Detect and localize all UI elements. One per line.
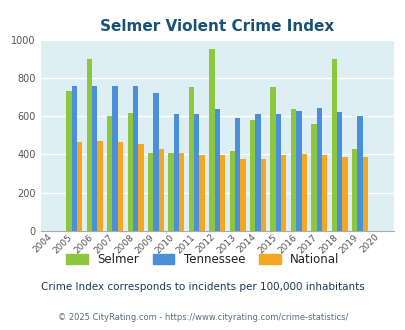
Bar (260, 159, 265, 231)
Bar (296, 111, 301, 231)
Bar (209, 49, 214, 231)
Bar (132, 86, 138, 231)
Bar (158, 149, 164, 231)
Bar (199, 155, 204, 231)
Bar (87, 59, 92, 231)
Bar (316, 108, 321, 231)
Bar (138, 144, 143, 231)
Bar (311, 124, 316, 231)
Bar (107, 116, 112, 231)
Bar (362, 157, 367, 231)
Bar (351, 149, 356, 231)
Bar (71, 85, 77, 231)
Bar (301, 154, 306, 231)
Bar (229, 150, 234, 231)
Bar (112, 85, 117, 231)
Bar (66, 91, 71, 231)
Text: © 2025 CityRating.com - https://www.cityrating.com/crime-statistics/: © 2025 CityRating.com - https://www.city… (58, 313, 347, 322)
Bar (275, 114, 280, 231)
Bar (179, 153, 184, 231)
Text: Crime Index corresponds to incidents per 100,000 inhabitants: Crime Index corresponds to incidents per… (41, 282, 364, 292)
Bar (168, 153, 173, 231)
Bar (127, 113, 132, 231)
Bar (331, 59, 336, 231)
Bar (173, 114, 179, 231)
Bar (97, 141, 102, 231)
Bar (270, 87, 275, 231)
Bar (220, 155, 225, 231)
Bar (356, 116, 362, 231)
Bar (336, 112, 341, 231)
Bar (77, 142, 82, 231)
Bar (234, 118, 240, 231)
Bar (280, 155, 286, 231)
Bar (153, 93, 158, 231)
Bar (148, 153, 153, 231)
Bar (92, 85, 97, 231)
Bar (188, 87, 194, 231)
Bar (249, 120, 255, 231)
Bar (194, 114, 199, 231)
Bar (341, 157, 347, 231)
Title: Selmer Violent Crime Index: Selmer Violent Crime Index (100, 19, 333, 34)
Bar (255, 114, 260, 231)
Bar (321, 155, 326, 231)
Bar (290, 109, 296, 231)
Legend: Selmer, Tennessee, National: Selmer, Tennessee, National (62, 248, 343, 271)
Bar (117, 142, 123, 231)
Bar (214, 110, 220, 231)
Bar (240, 159, 245, 231)
